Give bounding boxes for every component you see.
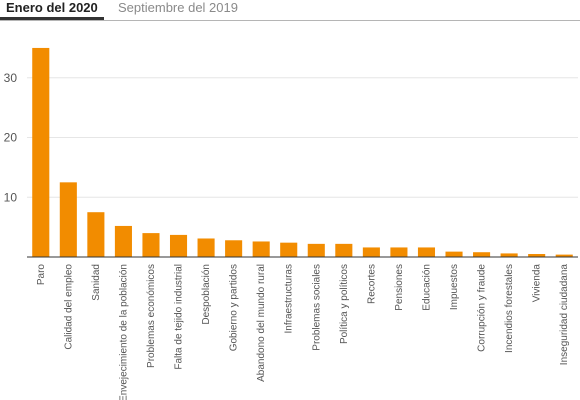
x-tick-label: Educación bbox=[421, 264, 432, 311]
x-tick-label: Inseguridad ciudadana bbox=[559, 264, 570, 366]
bar bbox=[555, 254, 573, 257]
y-tick-label: 30 bbox=[4, 71, 18, 85]
x-tick-label: Abandono del mundo rural bbox=[256, 264, 267, 382]
bar bbox=[473, 252, 491, 257]
x-tick-label: Envejecimiento de la población bbox=[118, 264, 129, 400]
tab-septiembre-2019[interactable]: Septiembre del 2019 bbox=[118, 0, 238, 15]
bar bbox=[528, 254, 546, 257]
y-tick-label: 10 bbox=[4, 190, 18, 204]
tab-enero-2020[interactable]: Enero del 2020 bbox=[0, 0, 104, 20]
bar bbox=[197, 238, 215, 257]
x-tick-label: Vivienda bbox=[532, 264, 543, 303]
x-tick-label: Infraestructuras bbox=[284, 264, 295, 333]
x-tick-label: Incendios forestales bbox=[504, 264, 515, 353]
bar bbox=[87, 212, 105, 257]
bar bbox=[280, 242, 298, 257]
bar bbox=[252, 241, 270, 257]
x-tick-label: Sanidad bbox=[91, 264, 102, 301]
bar bbox=[445, 251, 463, 257]
x-tick-label: Paro bbox=[36, 264, 47, 286]
bar bbox=[225, 240, 243, 257]
x-tick-label: Despoblación bbox=[201, 264, 212, 325]
bar bbox=[32, 47, 50, 257]
bar bbox=[114, 225, 132, 257]
bar bbox=[59, 182, 77, 257]
y-tick-label: 20 bbox=[4, 131, 18, 145]
x-tick-label: Problemas económicos bbox=[146, 264, 157, 368]
x-tick-label: Política y políticos bbox=[339, 264, 350, 344]
bar bbox=[390, 247, 408, 257]
x-tick-label: Calidad del empleo bbox=[63, 264, 74, 350]
bar bbox=[307, 243, 325, 257]
bar bbox=[500, 253, 518, 257]
bar bbox=[335, 243, 353, 257]
x-tick-label: Impuestos bbox=[449, 264, 460, 310]
x-tick-label: Problemas sociales bbox=[311, 264, 322, 351]
tab-bar: Enero del 2020 Septiembre del 2019 bbox=[0, 0, 580, 21]
x-tick-label: Recortes bbox=[366, 264, 377, 304]
x-tick-label: Falta de tejido industrial bbox=[174, 264, 185, 370]
x-tick-label: Gobierno y partidos bbox=[229, 264, 240, 351]
bar bbox=[142, 233, 160, 257]
x-tick-label: Corrupción y fraude bbox=[477, 264, 488, 352]
bar bbox=[417, 247, 436, 257]
x-tick-label: Pensiones bbox=[394, 264, 405, 311]
bar-chart: 10 20 30 Paro Calidad del empleo Sanidad Envej… bbox=[4, 47, 578, 400]
bar bbox=[362, 247, 380, 257]
bar bbox=[169, 234, 188, 257]
